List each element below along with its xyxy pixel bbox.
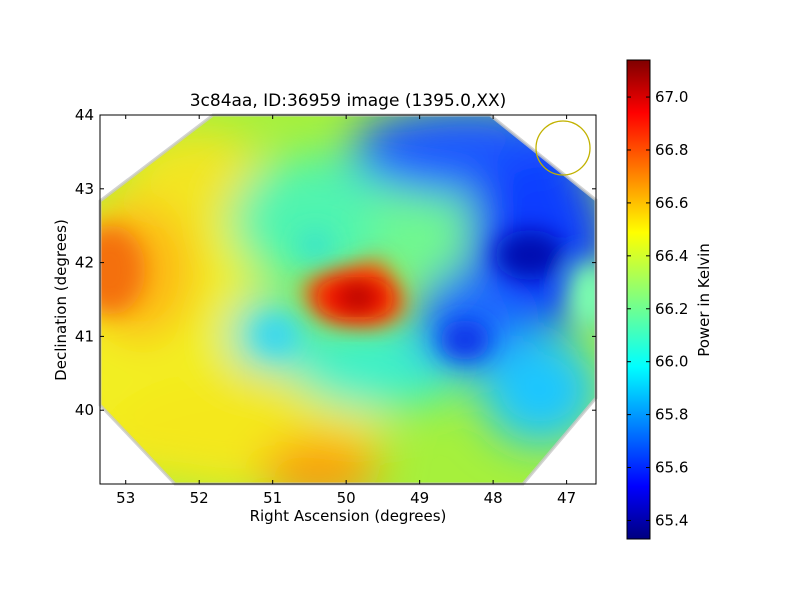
colorbar-label: Power in Kelvin <box>695 243 713 357</box>
y-tick-label: 44 <box>75 106 94 124</box>
colorbar-tick-label: 66.2 <box>655 300 688 318</box>
plot-area: 53 52 51 50 49 48 47 40 41 42 43 44 <box>75 106 598 507</box>
x-tick-label: 49 <box>410 489 429 507</box>
x-axis-label: Right Ascension (degrees) <box>250 507 447 525</box>
x-tick-label: 52 <box>190 489 209 507</box>
heatmap-field <box>100 115 596 484</box>
colorbar-gradient <box>626 59 651 540</box>
plot-frame <box>99 114 597 485</box>
colorbar-tick-label: 66.4 <box>655 247 688 265</box>
colorbar: 65.4 65.6 65.8 66.0 66.2 66.4 66.6 66.8 67.0 Pow… <box>626 59 713 540</box>
y-tick-label: 43 <box>75 180 94 198</box>
x-tick-label: 51 <box>263 489 282 507</box>
y-tick-label: 41 <box>75 327 94 345</box>
colorbar-tick-label: 67.0 <box>655 88 688 106</box>
colorbar-tick-label: 66.8 <box>655 141 688 159</box>
colorbar-tick-label: 65.8 <box>655 406 688 424</box>
colorbar-ticks: 65.4 65.6 65.8 66.0 66.2 66.4 66.6 66.8 67.0 <box>627 88 688 529</box>
colorbar-tick-label: 66.6 <box>655 194 688 212</box>
x-tick-label: 50 <box>337 489 356 507</box>
x-tick-label: 53 <box>116 489 135 507</box>
colorbar-tick-label: 66.0 <box>655 353 688 371</box>
beam-circle <box>535 120 591 176</box>
y-tick-label: 42 <box>75 254 94 272</box>
chart-title: 3c84aa, ID:36959 image (1395.0,XX) <box>190 91 507 111</box>
axis-ticks: 53 52 51 50 49 48 47 40 41 42 43 44 <box>75 106 596 507</box>
colorbar-tick-label: 65.6 <box>655 459 688 477</box>
x-tick-label: 48 <box>484 489 503 507</box>
x-tick-label: 47 <box>557 489 576 507</box>
y-tick-label: 40 <box>75 401 94 419</box>
y-axis-label: Declination (degrees) <box>52 219 70 381</box>
colorbar-tick-label: 65.4 <box>655 511 688 529</box>
